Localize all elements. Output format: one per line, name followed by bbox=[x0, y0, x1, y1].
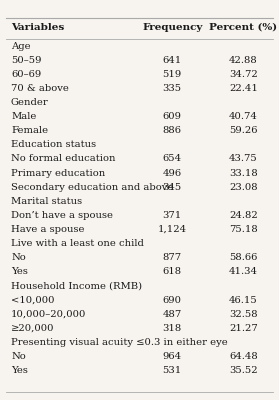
Text: 877: 877 bbox=[163, 253, 182, 262]
Text: 371: 371 bbox=[163, 211, 182, 220]
Text: Frequency: Frequency bbox=[142, 23, 203, 32]
Text: 318: 318 bbox=[163, 324, 182, 333]
Text: 33.18: 33.18 bbox=[229, 169, 258, 178]
Text: No formal education: No formal education bbox=[11, 154, 116, 164]
Text: Percent (%): Percent (%) bbox=[209, 23, 277, 32]
Text: Primary education: Primary education bbox=[11, 169, 105, 178]
Text: Marital status: Marital status bbox=[11, 197, 82, 206]
Text: Secondary education and above: Secondary education and above bbox=[11, 183, 173, 192]
Text: 641: 641 bbox=[163, 56, 182, 65]
Text: 23.08: 23.08 bbox=[229, 183, 258, 192]
Text: Gender: Gender bbox=[11, 98, 49, 107]
Text: No: No bbox=[11, 352, 26, 361]
Text: 345: 345 bbox=[163, 183, 182, 192]
Text: 609: 609 bbox=[163, 112, 182, 121]
Text: 35.52: 35.52 bbox=[229, 366, 258, 375]
Text: 1,124: 1,124 bbox=[158, 225, 187, 234]
Text: 335: 335 bbox=[163, 84, 182, 93]
Text: Female: Female bbox=[11, 126, 48, 135]
Text: Don’t have a spouse: Don’t have a spouse bbox=[11, 211, 113, 220]
Text: 496: 496 bbox=[163, 169, 182, 178]
Text: 64.48: 64.48 bbox=[229, 352, 258, 361]
Text: 60–69: 60–69 bbox=[11, 70, 41, 79]
Text: 40.74: 40.74 bbox=[229, 112, 258, 121]
Text: 690: 690 bbox=[163, 296, 182, 305]
Text: Education status: Education status bbox=[11, 140, 96, 149]
Text: No: No bbox=[11, 253, 26, 262]
Text: ≥20,000: ≥20,000 bbox=[11, 324, 54, 333]
Text: 41.34: 41.34 bbox=[229, 267, 258, 276]
Text: 34.72: 34.72 bbox=[229, 70, 258, 79]
Text: 59.26: 59.26 bbox=[229, 126, 258, 135]
Text: Live with a least one child: Live with a least one child bbox=[11, 239, 144, 248]
Text: 519: 519 bbox=[163, 70, 182, 79]
Text: 58.66: 58.66 bbox=[229, 253, 258, 262]
Text: 22.41: 22.41 bbox=[229, 84, 258, 93]
Text: Have a spouse: Have a spouse bbox=[11, 225, 85, 234]
Text: 618: 618 bbox=[163, 267, 182, 276]
Text: 43.75: 43.75 bbox=[229, 154, 258, 164]
Text: 70 & above: 70 & above bbox=[11, 84, 69, 93]
Text: 75.18: 75.18 bbox=[229, 225, 258, 234]
Text: 10,000–20,000: 10,000–20,000 bbox=[11, 310, 86, 319]
Text: 42.88: 42.88 bbox=[229, 56, 258, 65]
Text: 886: 886 bbox=[163, 126, 182, 135]
Text: 24.82: 24.82 bbox=[229, 211, 258, 220]
Text: Yes: Yes bbox=[11, 267, 28, 276]
Text: Age: Age bbox=[11, 42, 31, 51]
Text: Household Income (RMB): Household Income (RMB) bbox=[11, 282, 142, 290]
Text: 654: 654 bbox=[163, 154, 182, 164]
Text: 21.27: 21.27 bbox=[229, 324, 258, 333]
Text: <10,000: <10,000 bbox=[11, 296, 54, 305]
Text: 964: 964 bbox=[163, 352, 182, 361]
Text: 46.15: 46.15 bbox=[229, 296, 258, 305]
Text: 32.58: 32.58 bbox=[229, 310, 258, 319]
Text: 487: 487 bbox=[163, 310, 182, 319]
Text: 50–59: 50–59 bbox=[11, 56, 42, 65]
Text: Presenting visual acuity ≤0.3 in either eye: Presenting visual acuity ≤0.3 in either … bbox=[11, 338, 228, 347]
Text: Variables: Variables bbox=[11, 23, 64, 32]
Text: Male: Male bbox=[11, 112, 36, 121]
Text: Yes: Yes bbox=[11, 366, 28, 375]
Text: 531: 531 bbox=[163, 366, 182, 375]
